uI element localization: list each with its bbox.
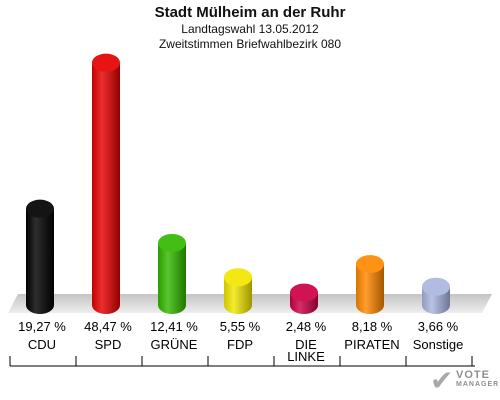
bar-top-cdu [26,199,54,218]
chart-subtitle-district: Zweitstimmen Briefwahlbezirk 080 [158,37,342,51]
bar-top-piraten [356,255,384,274]
bar-top-sonstige [422,277,450,296]
bar-grüne [158,242,186,314]
logo-text-manager: MANAGER [456,381,500,388]
bar-cdu [26,208,54,314]
category-label: FDP [227,337,253,352]
chart-header: Stadt Mülheim an der Ruhr Landtagswahl 1… [0,0,500,52]
bar-top-die-linke [290,283,318,302]
bar-spd [92,62,120,315]
chart-subtitle-election: Landtagswahl 13.05.2012 [181,22,319,36]
category-label: GRÜNE [151,337,198,352]
category-label: PIRATEN [344,337,399,352]
chart-title: Stadt Mülheim an der Ruhr [154,4,346,21]
bar-top-fdp [224,268,252,287]
category-label: CDU [28,337,56,352]
value-label: 2,48 % [286,319,327,334]
category-label: Sonstige [413,337,464,352]
category-label: LINKE [287,349,325,364]
value-label: 19,27 % [18,319,66,334]
bar-piraten [356,264,384,314]
bar-top-grüne [158,233,186,252]
bar-fdp [224,277,252,314]
value-label: 5,55 % [220,319,261,334]
logo-text-vote: VOTE [456,369,490,381]
category-label: SPD [95,337,122,352]
vote-manager-logo: ✔ VOTE MANAGER [428,366,498,396]
value-label: 48,47 % [84,319,132,334]
checkmark-icon: ✔ [430,365,454,396]
bar-top-spd [92,53,120,72]
category-label: DIE [295,337,317,352]
value-label: 3,66 % [418,319,459,334]
value-label: 8,18 % [352,319,393,334]
value-label: 12,41 % [150,319,198,334]
